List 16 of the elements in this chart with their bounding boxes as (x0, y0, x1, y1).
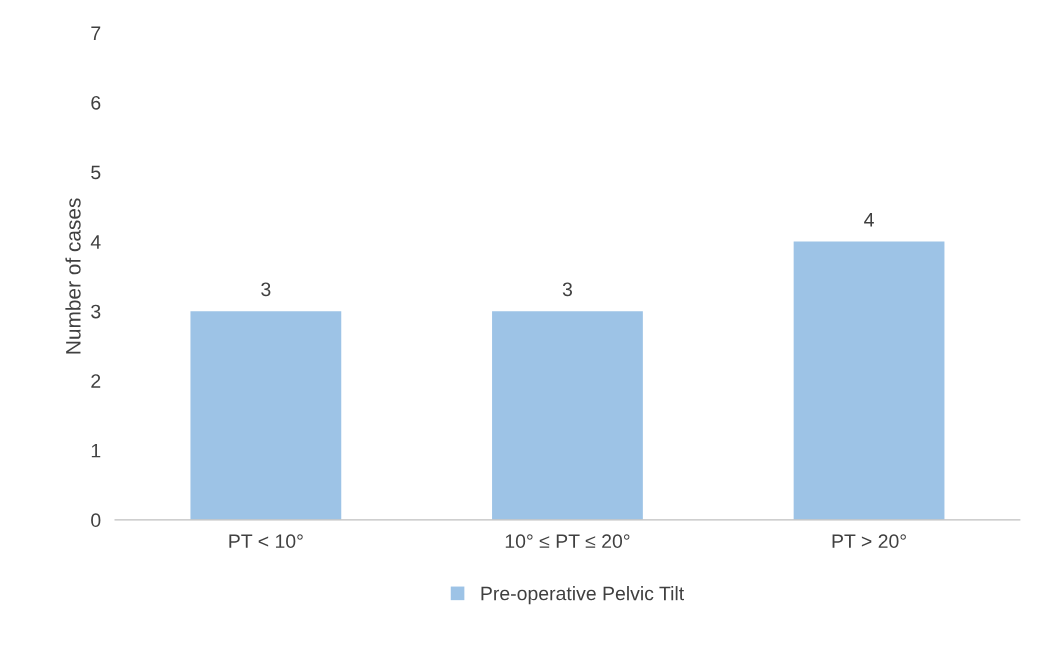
y-tick-label: 3 (91, 304, 101, 319)
x-tick-label: 10° ≤ PT ≤ 20° (505, 534, 630, 549)
x-tick-label: PT > 20° (832, 534, 906, 549)
x-tick-label: PT < 10° (229, 534, 303, 549)
data-label: 3 (261, 282, 271, 297)
y-tick-label: 7 (91, 26, 101, 40)
y-tick-label: 0 (91, 513, 101, 528)
y-tick-label: 4 (90, 235, 101, 249)
y-tick-label: 1 (91, 443, 101, 458)
y-tick-label: 2 (91, 374, 101, 388)
legend-label: Pre-operative Pelvic Tilt (481, 586, 685, 605)
data-label: 3 (562, 282, 573, 297)
y-axis-title: Number of cases (65, 198, 81, 354)
y-tick-label: 5 (91, 165, 101, 180)
y-tick-label: 6 (91, 95, 101, 110)
data-label: 4 (864, 213, 874, 227)
